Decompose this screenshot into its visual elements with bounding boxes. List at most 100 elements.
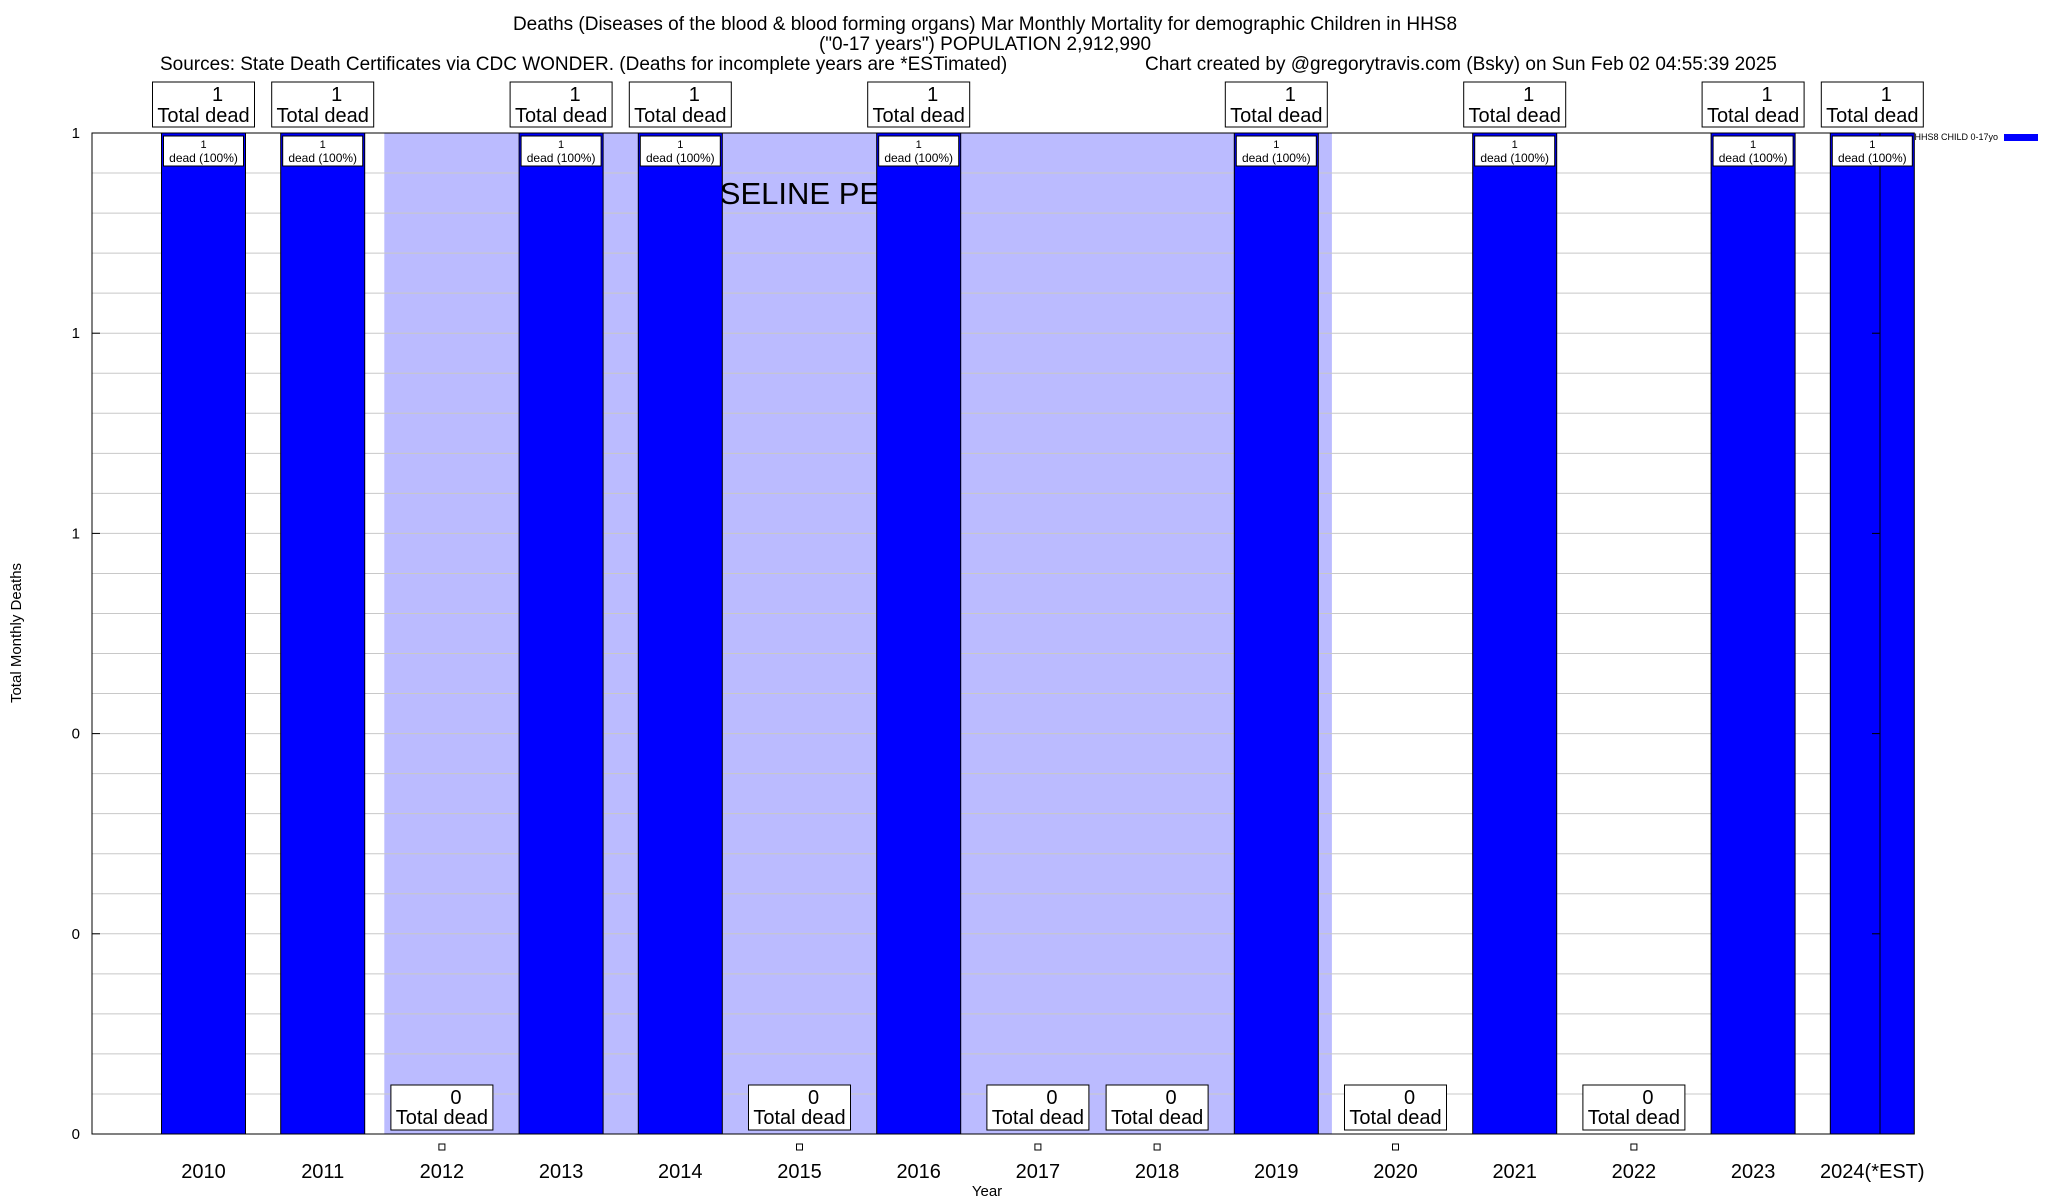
x-tick-label-2021: 2021 — [1492, 1161, 1537, 1183]
x-tick-label-2019: 2019 — [1254, 1161, 1299, 1183]
bar-percent-label: dead (100%) — [1242, 151, 1311, 165]
total-value-label: 1 — [1523, 84, 1534, 106]
total-dead-label: Total dead — [1111, 1107, 1203, 1129]
bar-label-box — [282, 135, 364, 167]
bar-2013 — [518, 132, 604, 1135]
total-value-label: 1 — [212, 84, 223, 106]
x-tick-label-2013: 2013 — [539, 1161, 584, 1183]
bar-percent-label: dead (100%) — [646, 151, 715, 165]
total-dead-label: Total dead — [277, 105, 369, 127]
x-tick-label-2023: 2023 — [1731, 1161, 1776, 1183]
bar-value-label: 1 — [677, 139, 683, 151]
total-label-box — [1344, 1084, 1447, 1131]
bar-2021 — [1472, 132, 1558, 1135]
total-value-label: 1 — [927, 84, 938, 106]
bar-value-label: 1 — [916, 139, 922, 151]
y-axis-label: Total Monthly Deaths — [8, 563, 25, 703]
x-tick-label-2016: 2016 — [896, 1161, 941, 1183]
chart-credit: Chart created by @gregorytravis.com (Bsk… — [1145, 54, 1777, 75]
x-tick-label-2015: 2015 — [777, 1161, 822, 1183]
total-value-label: 0 — [1404, 1087, 1415, 1109]
y-tick-label: 1 — [72, 325, 80, 342]
bar-percent-label: dead (100%) — [1480, 151, 1549, 165]
bar-label-box — [520, 135, 602, 167]
bar-value-label: 1 — [1273, 139, 1279, 151]
total-dead-label: Total dead — [1349, 1107, 1441, 1129]
chart-sources: Sources: State Death Certificates via CD… — [160, 54, 1007, 75]
total-value-label: 0 — [1046, 1087, 1057, 1109]
legend-swatch — [2004, 134, 2038, 141]
total-value-label: 1 — [1285, 84, 1296, 106]
total-label-box — [628, 81, 732, 128]
x-tick-label-2018: 2018 — [1135, 1161, 1180, 1183]
chart-subtitle: ("0-17 years") POPULATION 2,912,990 — [819, 34, 1151, 55]
bar-percent-label: dead (100%) — [527, 151, 596, 165]
x-tick-label-2010: 2010 — [181, 1161, 226, 1183]
bar-2011 — [280, 132, 366, 1135]
bar-label-box — [1831, 135, 1913, 167]
total-dead-label: Total dead — [157, 105, 249, 127]
x-axis-label: Year — [972, 1183, 1002, 1200]
bar-label-box — [163, 135, 244, 167]
plot-frame — [91, 132, 1881, 1135]
x-tick-label-2017: 2017 — [1016, 1161, 1061, 1183]
total-value-label: 0 — [450, 1087, 461, 1109]
legend-label: HHS8 CHILD 0-17yo — [1914, 132, 1998, 142]
zero-marker-2022 — [1630, 1143, 1638, 1151]
total-dead-label: Total dead — [634, 105, 726, 127]
total-label-box — [748, 1084, 851, 1131]
total-value-label: 1 — [689, 84, 700, 106]
x-tick-label-2012: 2012 — [420, 1161, 465, 1183]
x-tick-label-2014: 2014 — [658, 1161, 703, 1183]
bar-value-label: 1 — [320, 139, 326, 151]
total-dead-label: Total dead — [396, 1107, 488, 1129]
y-tick-label: 1 — [72, 125, 80, 142]
bar-percent-label: dead (100%) — [884, 151, 953, 165]
y-tick-label: 1 — [72, 525, 80, 542]
bar-value-label: 1 — [200, 139, 206, 151]
total-value-label: 0 — [808, 1087, 819, 1109]
total-dead-label: Total dead — [1707, 105, 1799, 127]
x-tick-label-2011: 2011 — [301, 1161, 344, 1183]
bar-value-label: 1 — [1512, 139, 1518, 151]
bar-value-label: 1 — [1750, 139, 1756, 151]
total-dead-label: Total dead — [1588, 1107, 1680, 1129]
total-label-box — [1701, 81, 1805, 128]
total-dead-label: Total dead — [753, 1107, 845, 1129]
bar-percent-label: dead (100%) — [1719, 151, 1788, 165]
bar-label-box — [639, 135, 721, 167]
bar-label-box — [1712, 135, 1794, 167]
zero-marker-2020 — [1392, 1143, 1399, 1151]
zero-marker-2012 — [438, 1143, 446, 1151]
total-dead-label: Total dead — [515, 105, 607, 127]
total-label-box — [867, 81, 971, 128]
zero-marker-2018 — [1153, 1143, 1161, 1151]
total-value-label: 0 — [1642, 1087, 1653, 1109]
bar-2016 — [876, 132, 962, 1135]
bar-value-label: 1 — [1869, 139, 1875, 151]
y-tick-label: 0 — [72, 1126, 80, 1143]
x-tick-label-2020: 2020 — [1373, 1161, 1418, 1183]
total-value-label: 1 — [331, 84, 342, 106]
total-label-box — [509, 81, 613, 128]
bar-2019 — [1233, 132, 1319, 1135]
total-dead-label: Total dead — [992, 1107, 1084, 1129]
total-label-box — [986, 1084, 1090, 1131]
total-label-box — [152, 81, 255, 128]
x-tick-label-2022: 2022 — [1612, 1161, 1657, 1183]
bar-2014 — [637, 132, 723, 1135]
bar-percent-label: dead (100%) — [169, 151, 238, 165]
bar-label-box — [1474, 135, 1556, 167]
chart-title: Deaths (Diseases of the blood & blood fo… — [513, 14, 1457, 35]
y-tick-label: 0 — [72, 926, 80, 943]
total-dead-label: Total dead — [873, 105, 965, 127]
bar-label-box — [878, 135, 960, 167]
zero-marker-2015 — [796, 1143, 803, 1151]
bar-value-label: 1 — [558, 139, 564, 151]
total-dead-label: Total dead — [1230, 105, 1322, 127]
bar-2023 — [1710, 132, 1796, 1135]
total-value-label: 1 — [570, 84, 581, 106]
total-label-box — [1820, 81, 1924, 128]
total-label-box — [271, 81, 375, 128]
